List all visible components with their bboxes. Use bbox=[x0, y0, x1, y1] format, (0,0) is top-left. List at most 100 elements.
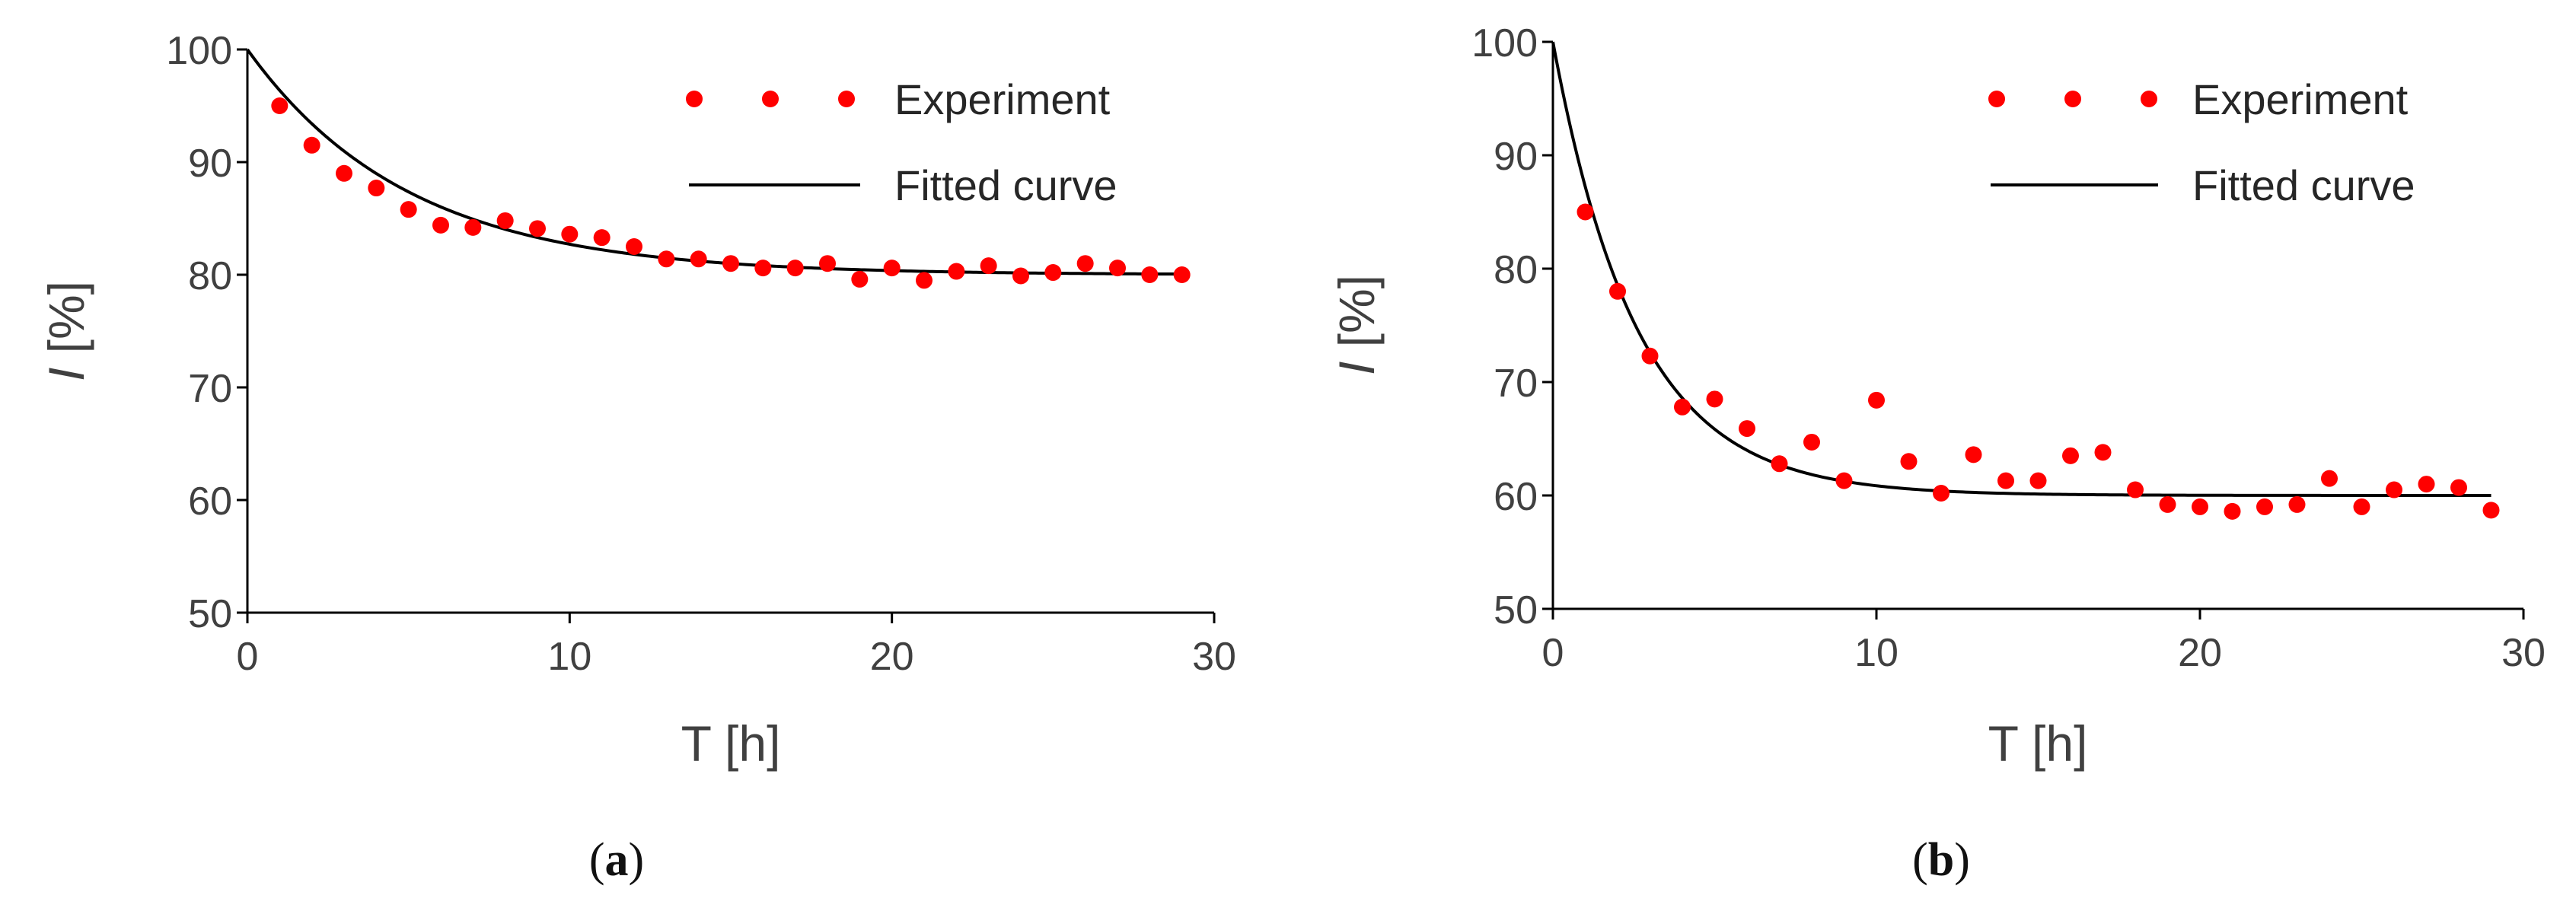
panel-b-experiment-point bbox=[1771, 455, 1788, 473]
panel-b-experiment-point bbox=[1609, 282, 1626, 300]
panel-b-legend-fitted: Fitted curve bbox=[2192, 161, 2415, 209]
panel-b-experiment-point bbox=[1674, 398, 1691, 416]
panel-b-x-tick-label: 10 bbox=[1854, 631, 1899, 675]
panel-a-experiment-point bbox=[1044, 264, 1062, 282]
panel-b-experiment-point bbox=[2288, 495, 2306, 513]
panel-a-experiment-point bbox=[980, 257, 997, 275]
panel-a-experiment-point bbox=[851, 270, 869, 288]
panel-b-ticks: 0 10 20 30 50 60 70 80 90 100 bbox=[1471, 21, 2546, 675]
panel-a-legend-marker-1 bbox=[686, 91, 703, 107]
panel-a-experiment-point bbox=[658, 250, 675, 268]
panel-a-y-tick-label: 70 bbox=[188, 367, 232, 411]
panel-b-x-tick-label: 30 bbox=[2501, 631, 2546, 675]
panel-b-experiment-point bbox=[2353, 498, 2370, 515]
panel-b-legend-marker-3 bbox=[2141, 91, 2157, 107]
panel-b-experiment-point bbox=[1577, 203, 1594, 221]
panel-a-experiment-point bbox=[916, 272, 933, 289]
panel-b-experiment-point bbox=[2094, 444, 2112, 461]
panel-a-experiment-point bbox=[593, 229, 611, 247]
panel-a-legend-marker-3 bbox=[838, 91, 855, 107]
panel-a-legend-fitted: Fitted curve bbox=[894, 161, 1117, 209]
panel-a-experiment-point bbox=[529, 220, 546, 237]
panel-a-ticks: 0 10 20 30 50 60 70 80 90 100 bbox=[166, 29, 1236, 679]
panel-b-fitted-curve bbox=[1551, 41, 2492, 497]
panel-a-experiment-point bbox=[690, 250, 707, 268]
panel-a-y-tick-label: 90 bbox=[188, 142, 232, 186]
panel-b-caption: (b) bbox=[1912, 834, 1970, 886]
panel-a-experiment-point bbox=[464, 218, 482, 236]
panel-b-experiment-point bbox=[1739, 420, 1755, 438]
panel-b-y-label: I [%] bbox=[1328, 275, 1385, 375]
panel-b-y-tick-label: 100 bbox=[1471, 21, 1538, 65]
panel-b-experiment-point bbox=[1900, 453, 1918, 470]
panel-a-experiment-point bbox=[561, 225, 579, 243]
panel-a-experiment-point bbox=[1141, 266, 1159, 283]
panel-a-experiment-point bbox=[496, 212, 514, 229]
panel-b-legend-marker-2 bbox=[2064, 91, 2081, 107]
panel-b-experiment-point bbox=[1835, 472, 1853, 489]
panel-a-experiment-point bbox=[626, 238, 642, 255]
panel-a-experiment-point bbox=[754, 260, 772, 277]
panel-a-experiment-point bbox=[786, 260, 804, 277]
panel-b-legend: Experiment Fitted curve bbox=[1988, 75, 2415, 209]
panel-a-experiment-point bbox=[432, 216, 449, 234]
panel-b-y-label-unit: [%] bbox=[1328, 275, 1385, 362]
panel-a-x-tick-label: 10 bbox=[547, 635, 591, 679]
panel-a-x-tick-label: 0 bbox=[237, 635, 259, 679]
panel-a-x-tick-label: 30 bbox=[1192, 635, 1236, 679]
panel-a-y-tick-label: 50 bbox=[188, 592, 232, 636]
panel-b-experiment-point bbox=[2450, 479, 2467, 496]
panel-a-experiment-point bbox=[883, 260, 901, 277]
panel-a-y-tick-label: 80 bbox=[188, 254, 232, 298]
panel-a-y-tick-label: 100 bbox=[166, 29, 232, 73]
panel-b-legend-experiment: Experiment bbox=[2192, 75, 2409, 123]
panel-b-y-tick-label: 50 bbox=[1494, 588, 1538, 632]
panel-a-legend-marker-2 bbox=[762, 91, 779, 107]
panel-a-experiment-point bbox=[400, 201, 417, 218]
panel-b-experiment-point bbox=[2482, 502, 2500, 519]
panel-b-x-label: T [h] bbox=[1988, 715, 2088, 772]
panel-b-experiment-point bbox=[1997, 472, 2014, 489]
panel-a-experiment-point bbox=[1012, 267, 1029, 285]
panel-b-y-tick-label: 90 bbox=[1494, 135, 1538, 179]
panel-b-experiment-point bbox=[2386, 481, 2402, 499]
panel-a-experiment-point bbox=[303, 136, 320, 154]
panel-b-y-tick-label: 80 bbox=[1494, 248, 1538, 292]
panel-a-experiment-point bbox=[819, 255, 836, 272]
panel-b-experiment-point bbox=[1803, 433, 1820, 451]
panel-b-x-tick-label: 0 bbox=[1542, 631, 1564, 675]
panel-b-experiment-point bbox=[2418, 476, 2435, 493]
panel-b-y-label-symbol: I bbox=[1328, 362, 1385, 375]
panel-a-y-label: I [%] bbox=[38, 281, 94, 381]
panel-a-experiment-point bbox=[948, 263, 965, 280]
panel-b-experiment-point bbox=[2224, 502, 2241, 520]
panel-b-experiment-point bbox=[1706, 390, 1723, 408]
panel-b-caption-letter: b bbox=[1928, 834, 1954, 886]
panel-b-experiment-point bbox=[2192, 498, 2208, 515]
panel-a-experiment-point bbox=[1109, 260, 1126, 277]
panel-b-experiment-point bbox=[1868, 391, 1885, 409]
panel-b-experiment-point bbox=[2029, 472, 2047, 489]
chart-panel-a: 0 10 20 30 50 60 70 80 90 100 T [h] I [%] Experim… bbox=[38, 29, 1236, 886]
panel-b-experiment-point bbox=[2159, 495, 2176, 513]
panel-a-y-label-symbol: I bbox=[38, 368, 94, 381]
chart-panel-b: 0 10 20 30 50 60 70 80 90 100 T [h] I [%] Experim… bbox=[1328, 21, 2546, 886]
panel-b-experiment-point bbox=[1641, 347, 1659, 365]
panel-b-experiment-point bbox=[2256, 498, 2273, 515]
panel-a-experiment-point bbox=[1173, 266, 1191, 283]
panel-b-y-tick-label: 60 bbox=[1494, 475, 1538, 519]
panel-b-marks bbox=[1551, 41, 2500, 520]
panel-a-experiment-point bbox=[271, 97, 289, 114]
panel-a-legend: Experiment Fitted curve bbox=[686, 75, 1117, 209]
panel-b-y-tick-label: 70 bbox=[1494, 362, 1538, 406]
panel-a-experiment-point bbox=[1076, 255, 1094, 272]
panel-b-x-tick-label: 20 bbox=[2178, 631, 2222, 675]
panel-a-caption: (a) bbox=[589, 834, 644, 886]
panel-a-y-label-unit: [%] bbox=[38, 281, 94, 368]
panel-a-y-tick-label: 60 bbox=[188, 479, 232, 524]
panel-a-caption-letter: a bbox=[605, 834, 629, 886]
panel-b-experiment-point bbox=[2321, 470, 2338, 487]
panel-a-x-label: T [h] bbox=[681, 715, 781, 772]
panel-a-experiment-point bbox=[336, 164, 352, 182]
